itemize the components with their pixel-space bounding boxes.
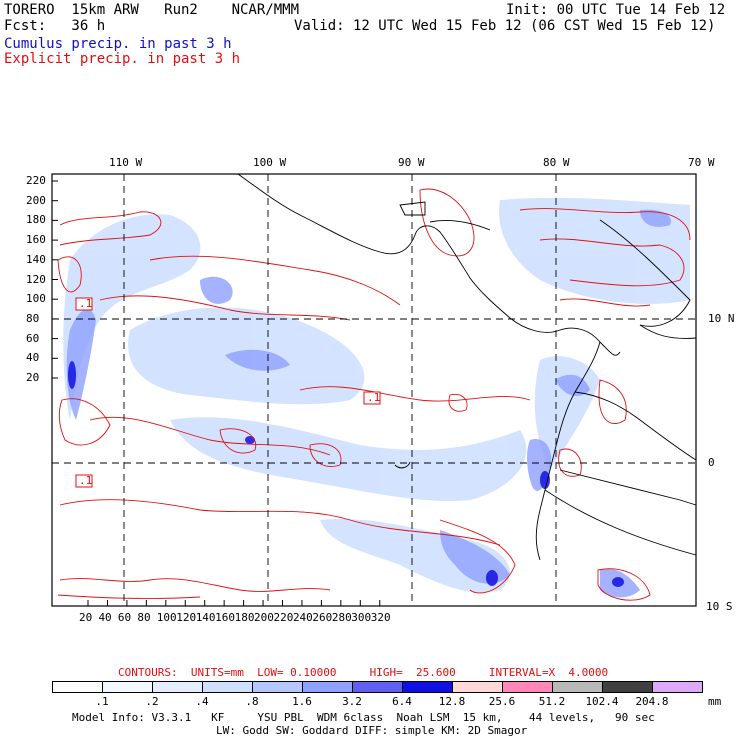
colorbar-swatch: [652, 681, 703, 693]
colorbar-label: .1: [95, 695, 109, 708]
x-tick-label: 300: [351, 611, 372, 624]
colorbar-swatch: [152, 681, 203, 693]
coastlines: [237, 173, 697, 561]
lon-label: 110 W: [109, 156, 143, 169]
x-tick-label: 80: [137, 611, 151, 624]
colorbar-label: 25.6: [488, 695, 516, 708]
y-tick-label: 20: [26, 371, 40, 384]
x-tick-label: 180: [234, 611, 255, 624]
y-tick-label: 60: [26, 331, 40, 345]
colorbar-label: .8: [245, 695, 259, 708]
x-tick-label: 100: [156, 611, 177, 624]
colorbar-swatch: [502, 681, 553, 693]
field-explicit-label: Explicit precip. in past 3 h: [4, 51, 241, 67]
lat-label: 0: [708, 456, 715, 469]
lon-label: 80 W: [543, 156, 570, 169]
model-title: TORERO 15km ARW Run2 NCAR/MMM: [4, 2, 300, 18]
marker-label: .1: [79, 297, 93, 310]
x-tick-label: 280: [331, 611, 352, 624]
x-tick-label: 20: [79, 611, 93, 624]
y-tick-label: 120: [26, 272, 46, 286]
colorbar-swatch: [52, 681, 103, 693]
lon-label: 90 W: [398, 156, 425, 169]
colorbar-swatch: [302, 681, 353, 693]
lon-label: 70 W: [688, 156, 715, 169]
y-tick-label: 140: [26, 252, 46, 266]
lat-label: 10 S: [706, 600, 733, 613]
y-tick-label: 40: [26, 351, 40, 365]
marker-label: .1: [367, 391, 381, 404]
init-time: Init: 00 UTC Tue 14 Feb 12: [506, 2, 726, 18]
model-info: Model Info: V3.3.1 KF YSU PBL WDM 6class…: [72, 711, 655, 724]
latlon-grid: [52, 174, 696, 606]
colorbar-label: 6.4: [392, 695, 412, 708]
y-tick-label: 220: [26, 174, 46, 187]
lon-label: 100 W: [253, 156, 287, 169]
x-tick-label: 160: [215, 611, 236, 624]
colorbar-swatch: [352, 681, 403, 693]
y-tick-label: 180: [26, 213, 46, 227]
y-tick-label: 100: [26, 292, 46, 306]
colorbar-swatch: [602, 681, 653, 693]
colorbar-swatch: [202, 681, 253, 693]
contour-info: CONTOURS: UNITS=mm LOW= 0.10000 HIGH= 25…: [118, 666, 609, 679]
x-tick-label: 140: [195, 611, 216, 624]
x-tick-label: 200: [254, 611, 274, 624]
x-tick-label: 40: [98, 611, 112, 624]
x-tick-label: 260: [312, 611, 333, 624]
colorbar-label: .2: [145, 695, 159, 708]
colorbar-label: 51.2: [538, 695, 566, 708]
field-cumulus-label: Cumulus precip. in past 3 h: [4, 36, 232, 52]
axis-ticks: [52, 180, 381, 606]
x-tick-label: 60: [117, 611, 132, 624]
colorbar-label: 102.4: [585, 695, 619, 708]
y-tick-label: 160: [26, 233, 46, 247]
colorbar-label: .4: [195, 695, 209, 708]
colorbar-label: 12.8: [438, 695, 466, 708]
x-tick-label: 240: [292, 611, 313, 624]
colorbar-label: 1.6: [292, 695, 312, 708]
colorbar-swatch: [552, 681, 603, 693]
lat-label: 10 N: [708, 312, 735, 325]
x-tick-label: 120: [176, 611, 197, 624]
y-tick-label: 200: [26, 193, 46, 207]
colorbar-swatch: [252, 681, 303, 693]
x-tick-label: 320: [370, 611, 391, 624]
colorbar-label: 204.8: [635, 695, 669, 708]
colorbar-units: mm: [708, 695, 722, 708]
valid-time: Valid: 12 UTC Wed 15 Feb 12 (06 CST Wed …: [294, 18, 716, 34]
marker-group: [75, 297, 381, 488]
forecast-hour: Fcst: 36 h: [4, 18, 106, 34]
colorbar-label: 3.2: [342, 695, 362, 708]
colorbar-swatch: [402, 681, 453, 693]
x-tick-label: 220: [273, 611, 294, 624]
model-info-physics: LW: Godd SW: Goddard DIFF: simple KM: 2D…: [216, 724, 528, 737]
explicit-precip-contours: [57, 188, 691, 601]
colorbar-swatch: [102, 681, 153, 693]
precip-shading: [63, 197, 690, 598]
colorbar-swatch: [452, 681, 503, 693]
marker-label: .1: [79, 474, 93, 487]
y-tick-label: 80: [26, 311, 40, 325]
